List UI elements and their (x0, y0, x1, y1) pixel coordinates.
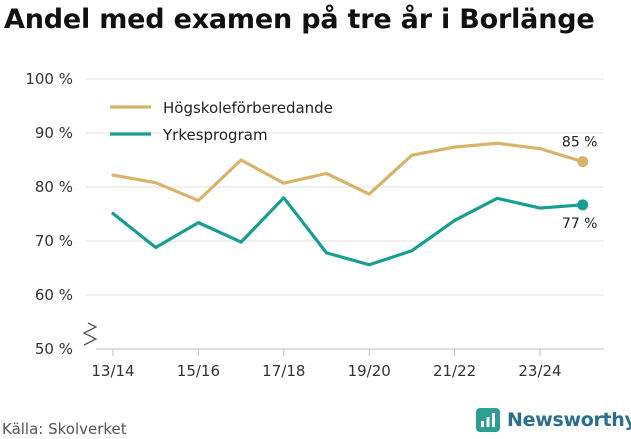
source-label: Källa: Skolverket (2, 420, 127, 438)
newsworthy-logo[interactable]: Newsworthy (476, 408, 631, 432)
x-tick-label: 23/24 (518, 362, 561, 380)
line-chart: 50 % 60 % 70 % 80 % 90 % 100 % 13/14 15/16 17/18… (25, 70, 604, 380)
x-tick-label: 13/14 (91, 362, 134, 380)
y-tick-label: 90 % (35, 124, 73, 142)
y-tick-label: 80 % (35, 178, 73, 196)
newsworthy-icon (476, 408, 500, 432)
y-tick-label: 60 % (35, 286, 73, 304)
series-line-1 (111, 141, 585, 203)
legend-label-1: Högskoleförberedande (163, 99, 333, 117)
x-tick-label: 21/22 (433, 362, 476, 380)
series-end-point-2 (577, 199, 589, 211)
series-end-point-1 (577, 156, 589, 168)
x-tick-label: 19/20 (348, 362, 391, 380)
series-line-2 (111, 196, 585, 267)
series-end-label-2: 77 % (562, 216, 598, 232)
x-tick-label: 15/16 (177, 362, 220, 380)
y-tick-label: 100 % (25, 70, 73, 88)
y-tick-label: 70 % (35, 232, 73, 250)
axis-break-icon (82, 322, 98, 346)
chart-title: Andel med examen på tre år i Borlänge (4, 4, 595, 35)
legend-label-2: Yrkesprogram (162, 126, 268, 144)
brand-name: Newsworthy (507, 409, 631, 431)
y-tick-label: 50 % (35, 340, 73, 358)
x-tick-label: 17/18 (262, 362, 305, 380)
series-end-label-1: 85 % (562, 135, 598, 151)
